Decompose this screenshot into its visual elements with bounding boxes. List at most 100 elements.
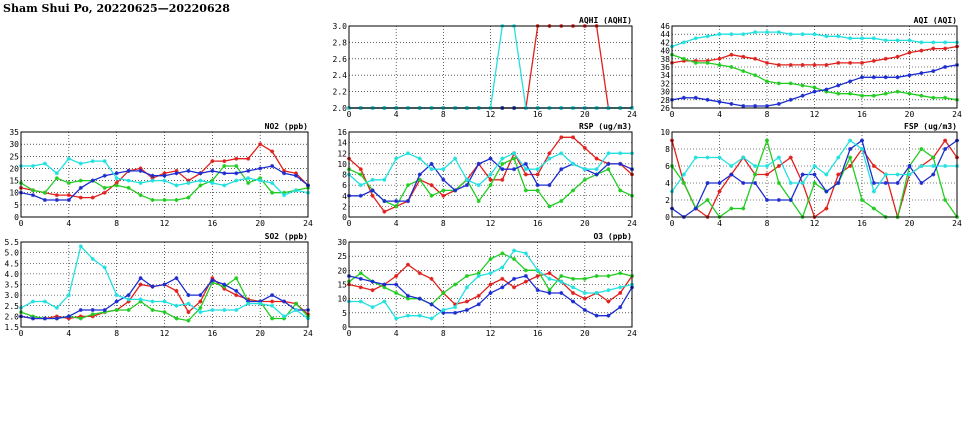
rsp-point-cyan [606,151,611,156]
o3-point-blue [606,313,611,318]
rsp-point-red [571,135,576,140]
aqi-point-cyan [705,34,710,39]
so2-point-green [270,316,275,321]
o3-point-green [594,274,599,278]
so2-point-cyan [126,297,131,302]
no2-point-red [90,195,95,200]
aqi-ytick-label: 30 [660,88,670,97]
o3-point-cyan [405,313,410,318]
rsp-plot-frame [348,131,633,218]
aqi-point-blue [895,75,900,80]
so2-point-blue [102,308,107,312]
so2-point-green [186,318,191,323]
rsp-point-cyan [464,177,469,182]
no2-point-green [30,188,35,193]
o3-title: O3 (ppb) [593,232,632,241]
so2-point-cyan [102,265,107,270]
aqi-point-red [788,62,793,67]
rsp-point-cyan [417,156,422,161]
o3-point-blue [547,291,552,295]
so2-xtick-label: 0 [19,329,24,338]
fsp-point-blue [907,164,912,168]
no2-point-green [126,185,131,190]
rsp-point-cyan [512,151,517,156]
rsp-xtick-label: 20 [580,219,590,228]
aqi-ytick-label: 28 [660,96,670,105]
so2-point-green [78,316,83,321]
no2-title: NO2 (ppb) [265,122,308,131]
o3-xtick-label: 12 [486,329,496,338]
aqi-xtick-label: 4 [717,110,722,119]
so2-ytick-label: 5.0 [5,249,20,258]
fsp-ytick-label: 4 [665,179,670,188]
o3-point-green [618,271,623,276]
no2-point-green [174,198,179,202]
no2-point-green [42,190,47,195]
no2-point-cyan [54,171,59,176]
so2-point-blue [138,276,143,281]
o3-point-cyan [594,291,599,295]
no2-xtick-label: 24 [303,219,313,228]
rsp-point-green [394,204,399,209]
fsp-title: FSP (ug/m3) [904,122,957,131]
aqi-point-green [895,89,900,94]
aqi-point-red [943,46,948,51]
o3-point-green [512,257,517,261]
no2-point-cyan [90,159,95,164]
aqi-point-cyan [717,32,722,37]
so2-point-blue [54,316,59,321]
aqi-point-cyan [741,32,746,37]
so2-point-blue [234,288,239,293]
so2-point-blue [30,316,35,321]
no2-point-blue [174,171,179,176]
fsp-plot-frame [671,131,958,218]
aqi-point-green [681,56,686,61]
fsp-point-blue [788,198,793,202]
rsp-point-cyan [358,183,363,188]
so2-ytick-label: 4.5 [5,259,20,268]
o3-xtick-label: 8 [441,329,446,338]
fsp-series-green-line [671,138,958,219]
o3-point-red [488,282,493,287]
o3-point-blue [453,310,458,315]
aqi-point-red [931,46,936,51]
aqhi-ytick-label: 3.0 [333,22,348,31]
aqi-title: AQI (AQI) [914,16,957,25]
so2-point-red [270,299,275,304]
o3-xtick-label: 24 [627,329,637,338]
rsp-point-red [500,177,505,182]
aqi-point-blue [705,97,710,102]
o3-point-blue [559,291,564,295]
o3-ytick-label: 0 [342,323,347,332]
aqhi-title: AQHI (AQHI) [579,16,632,25]
aqi-point-cyan [860,36,864,41]
aqi-point-green [943,95,948,100]
no2-point-green [246,181,251,185]
page-title: Sham Shui Po, 20220625—20220628 [3,2,230,15]
rsp-point-red [488,177,493,182]
aqi-point-green [776,81,781,86]
fsp-xtick-label: 12 [810,219,820,228]
no2-point-blue [102,173,107,178]
aqi-point-red [812,62,817,67]
o3-point-red [358,285,363,290]
aqhi-xtick-label: 12 [486,110,496,119]
o3-point-red [500,276,505,281]
rsp-point-cyan [370,177,375,182]
aqi-point-green [741,69,746,74]
o3-point-cyan [559,279,564,284]
rsp-point-cyan [547,156,552,161]
o3-point-blue [512,276,517,281]
aqi-point-cyan [681,40,686,45]
fsp-point-red [824,206,829,211]
fsp-ytick-label: 0 [665,213,670,222]
fsp-xtick-label: 20 [905,219,915,228]
no2-point-cyan [114,176,119,181]
o3-point-cyan [453,305,458,310]
aqi-point-green [729,65,734,69]
no2-point-blue [282,171,287,176]
rsp-xtick-label: 24 [627,219,637,228]
fsp-ytick-label: 8 [665,145,670,154]
no2-point-cyan [162,178,167,183]
o3-point-cyan [464,285,469,290]
